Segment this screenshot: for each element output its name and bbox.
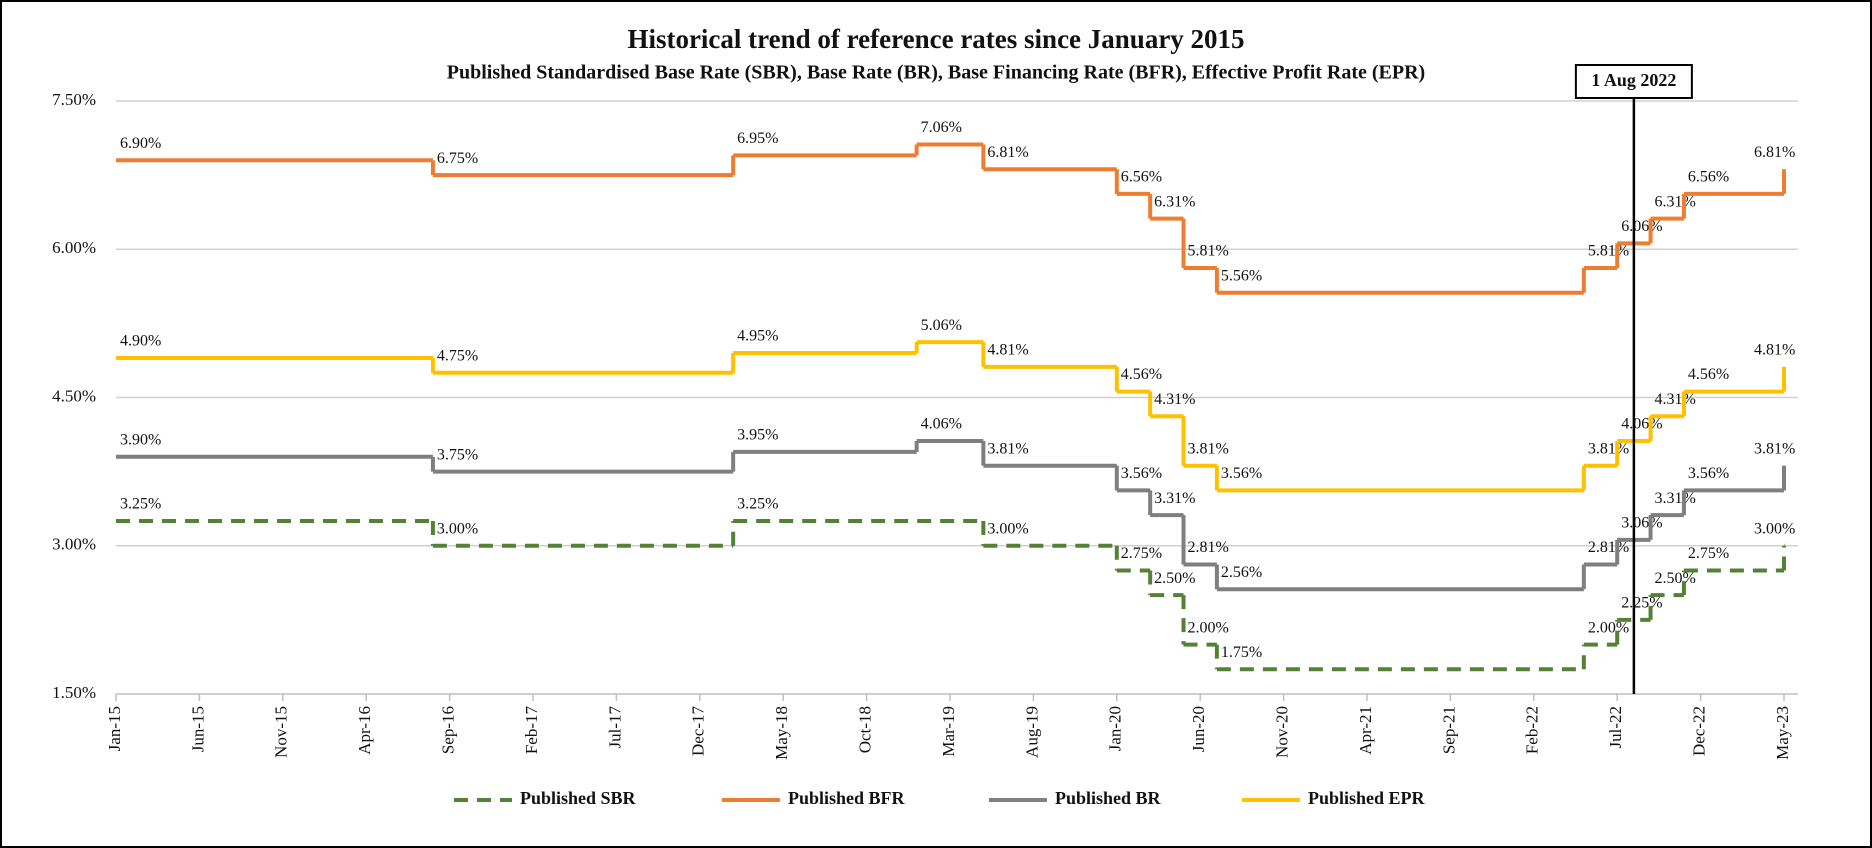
x-tick-label: Jan-20 <box>1106 706 1125 751</box>
chart-subtitle: Published Standardised Base Rate (SBR), … <box>447 62 1425 84</box>
data-label: 2.56% <box>1221 564 1262 581</box>
data-label: 3.56% <box>1221 465 1262 482</box>
data-label: 6.81% <box>1754 144 1795 161</box>
legend-label: Published SBR <box>520 788 637 808</box>
data-label: 1.75% <box>1221 644 1262 661</box>
x-tick-label: Jun-20 <box>1189 706 1208 752</box>
data-label: 5.06% <box>921 317 962 334</box>
data-label: 3.81% <box>987 440 1028 457</box>
data-label: 6.31% <box>1154 193 1195 210</box>
data-label: 2.00% <box>1188 619 1229 636</box>
data-label: 4.81% <box>1754 342 1795 359</box>
data-label: 7.06% <box>921 119 962 136</box>
data-label: 4.95% <box>737 328 778 345</box>
data-label: 3.81% <box>1188 440 1229 457</box>
x-tick-label: Dec-22 <box>1690 706 1709 756</box>
x-tick-label: Jul-22 <box>1606 706 1625 749</box>
x-tick-label: Jun-15 <box>188 706 207 752</box>
data-label: 5.56% <box>1221 267 1262 284</box>
data-label: 6.95% <box>737 130 778 147</box>
data-label: 2.81% <box>1188 539 1229 556</box>
data-label: 6.56% <box>1688 169 1729 186</box>
chart-title: Historical trend of reference rates sinc… <box>627 24 1244 54</box>
data-label: 2.50% <box>1154 570 1195 587</box>
data-label: 3.00% <box>987 520 1028 537</box>
y-tick-label: 6.00% <box>52 238 96 257</box>
x-tick-label: Apr-16 <box>355 706 374 755</box>
x-tick-label: Aug-19 <box>1022 706 1041 758</box>
data-label: 3.25% <box>120 496 161 513</box>
data-label: 3.25% <box>737 496 778 513</box>
data-label: 6.75% <box>437 150 478 167</box>
x-tick-label: Dec-17 <box>689 706 708 757</box>
x-tick-label: May-18 <box>772 706 791 760</box>
data-label: 5.81% <box>1188 243 1229 260</box>
data-label: 4.75% <box>437 347 478 364</box>
x-tick-label: Oct-18 <box>856 706 875 753</box>
y-tick-label: 4.50% <box>52 386 96 405</box>
x-tick-label: Feb-17 <box>522 706 541 755</box>
x-tick-label: Apr-21 <box>1356 706 1375 755</box>
x-tick-label: Nov-15 <box>272 706 291 758</box>
x-tick-label: Nov-20 <box>1273 706 1292 758</box>
data-label: 3.90% <box>120 431 161 448</box>
legend-label: Published BFR <box>788 788 906 808</box>
data-label: 3.00% <box>437 520 478 537</box>
x-tick-label: May-23 <box>1773 706 1792 760</box>
annotation-text: 1 Aug 2022 <box>1591 70 1676 90</box>
data-label: 4.31% <box>1154 391 1195 408</box>
x-tick-label: Sep-21 <box>1439 706 1458 754</box>
data-label: 6.90% <box>120 135 161 152</box>
data-label: 4.56% <box>1121 366 1162 383</box>
x-tick-label: Sep-16 <box>439 706 458 754</box>
x-tick-label: Jul-17 <box>605 706 624 749</box>
x-tick-label: Feb-22 <box>1523 706 1542 754</box>
x-tick-label: Mar-19 <box>939 706 958 757</box>
data-label: 4.90% <box>120 333 161 350</box>
legend-label: Published BR <box>1055 788 1162 808</box>
y-tick-label: 1.50% <box>52 683 96 702</box>
data-label: 4.81% <box>987 342 1028 359</box>
data-label: 3.31% <box>1154 490 1195 507</box>
data-label: 3.00% <box>1754 520 1795 537</box>
y-tick-label: 7.50% <box>52 90 96 109</box>
x-tick-label: Jan-15 <box>105 706 124 751</box>
legend-label: Published EPR <box>1308 788 1426 808</box>
data-label: 6.81% <box>987 144 1028 161</box>
data-label: 3.75% <box>437 446 478 463</box>
data-label: 2.75% <box>1688 545 1729 562</box>
data-label: 6.56% <box>1121 169 1162 186</box>
data-label: 3.56% <box>1121 465 1162 482</box>
data-label: 3.81% <box>1754 440 1795 457</box>
y-tick-label: 3.00% <box>52 535 96 554</box>
data-label: 3.56% <box>1688 465 1729 482</box>
data-label: 3.95% <box>737 427 778 444</box>
annotation-box <box>1574 64 1693 99</box>
data-label: 4.06% <box>921 416 962 433</box>
data-label: 2.75% <box>1121 545 1162 562</box>
data-label: 4.56% <box>1688 366 1729 383</box>
